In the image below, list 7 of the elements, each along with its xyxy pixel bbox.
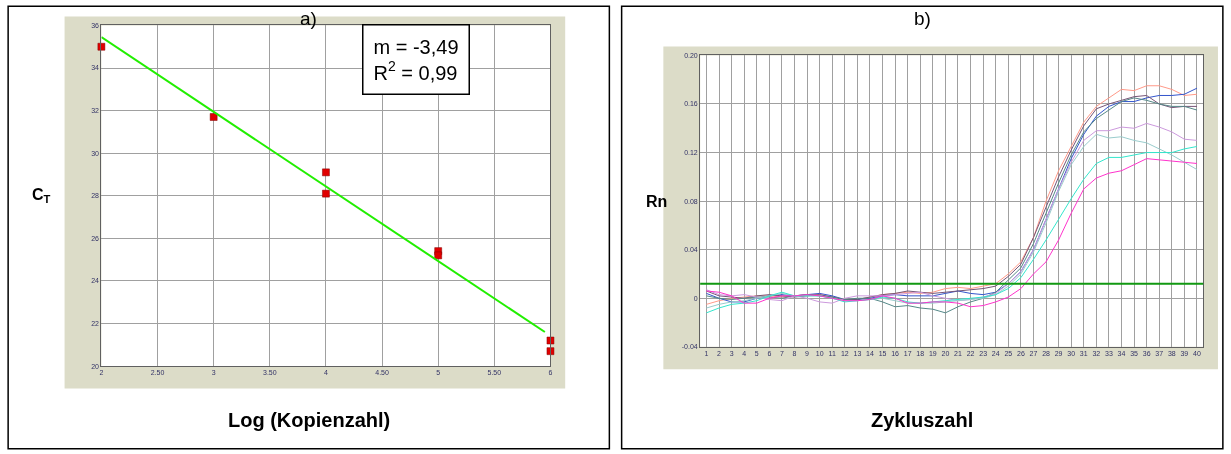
chart-title: b) xyxy=(914,8,931,29)
x-axis-title: Log (Kopienzahl) xyxy=(228,409,391,431)
annotation: m = -3,49 R$^{2}$ = 0,99 xyxy=(373,35,459,84)
chart-title: a) xyxy=(300,8,317,29)
x-axis-title: Zykluszahl xyxy=(871,409,974,431)
y-axis-title: C$_{T}$ xyxy=(32,186,51,206)
y-axis-title: Rn xyxy=(646,193,668,210)
